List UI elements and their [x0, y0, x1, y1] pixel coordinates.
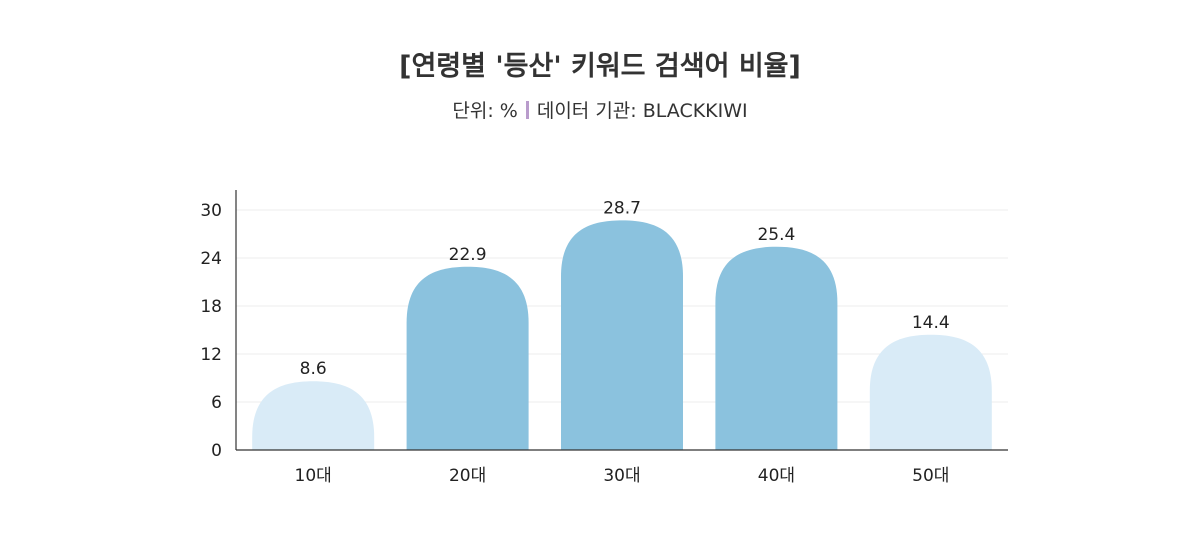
data-label-10대: 8.6	[300, 359, 327, 379]
x-tick-30대: 30대	[603, 466, 640, 486]
x-tick-20대: 20대	[449, 466, 486, 486]
y-tick-24: 24	[200, 249, 222, 269]
y-tick-12: 12	[200, 345, 222, 365]
y-tick-18: 18	[200, 297, 222, 317]
data-label-30대: 28.7	[603, 198, 641, 218]
chart-subtitle: 단위: % 데이터 기관: BLACKKIWI	[0, 96, 1200, 123]
bar-20대	[406, 266, 529, 450]
y-tick-30: 30	[200, 201, 222, 221]
bar-50대	[869, 334, 992, 450]
source-label: 데이터 기관: BLACKKIWI	[536, 100, 748, 122]
separator-bar	[525, 101, 529, 119]
x-tick-10대: 10대	[295, 466, 332, 486]
unit-label: 단위: %	[452, 100, 518, 122]
bar-10대	[252, 381, 375, 450]
x-tick-40대: 40대	[758, 466, 795, 486]
y-tick-0: 0	[211, 441, 222, 461]
bar-40대	[715, 246, 838, 450]
data-label-40대: 25.4	[757, 225, 795, 245]
y-tick-6: 6	[211, 393, 222, 413]
chart-title: [연령별 '등산' 키워드 검색어 비율]	[399, 51, 801, 82]
data-label-20대: 22.9	[449, 245, 487, 265]
data-label-50대: 14.4	[912, 313, 950, 333]
x-tick-50대: 50대	[912, 466, 949, 486]
bar-30대	[561, 220, 683, 450]
